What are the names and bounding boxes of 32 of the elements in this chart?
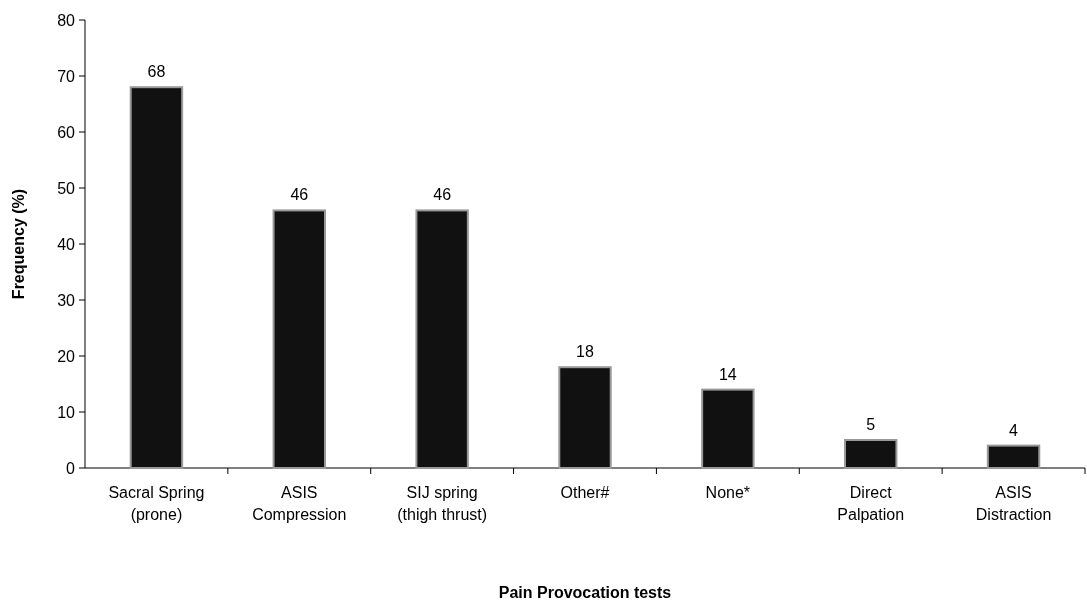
- x-tick-label: ASIS Compression: [252, 484, 347, 523]
- y-tick-label: 20: [57, 347, 76, 365]
- data-label: 18: [576, 343, 594, 361]
- bar: [558, 366, 612, 469]
- bar: [415, 209, 469, 469]
- data-label: 4: [1009, 421, 1019, 439]
- bar: [272, 209, 326, 469]
- y-tick-label: 70: [57, 67, 76, 85]
- x-tick-label: Sacral Spring (prone): [108, 484, 205, 523]
- data-label: 46: [290, 186, 309, 204]
- y-tick-label: 0: [66, 459, 76, 477]
- y-tick-label: 10: [57, 403, 76, 421]
- data-label: 5: [866, 416, 876, 433]
- x-tick-label: ASIS Distraction: [975, 484, 1052, 523]
- bar: [986, 444, 1041, 469]
- x-tick-label: None*: [705, 484, 751, 501]
- x-axis-title: Pain Provocation tests: [498, 584, 672, 601]
- x-tick-label: Direct Palpation: [837, 484, 905, 523]
- bar: [129, 86, 184, 469]
- x-tick-label: SIJ spring (thigh thrust): [397, 484, 488, 523]
- data-label: 14: [718, 365, 737, 383]
- bar: [844, 439, 898, 469]
- y-tick-label: 30: [57, 291, 76, 309]
- data-label: 68: [147, 63, 166, 81]
- y-axis-title: Frequency (%): [10, 188, 27, 300]
- data-label: 46: [433, 186, 452, 204]
- y-tick-label: 40: [57, 235, 76, 253]
- x-tick-label: Other#: [560, 484, 610, 501]
- y-tick-label: 80: [57, 11, 76, 29]
- y-tick-label: 50: [57, 179, 76, 197]
- bar: [701, 388, 755, 469]
- y-tick-label: 60: [57, 123, 76, 141]
